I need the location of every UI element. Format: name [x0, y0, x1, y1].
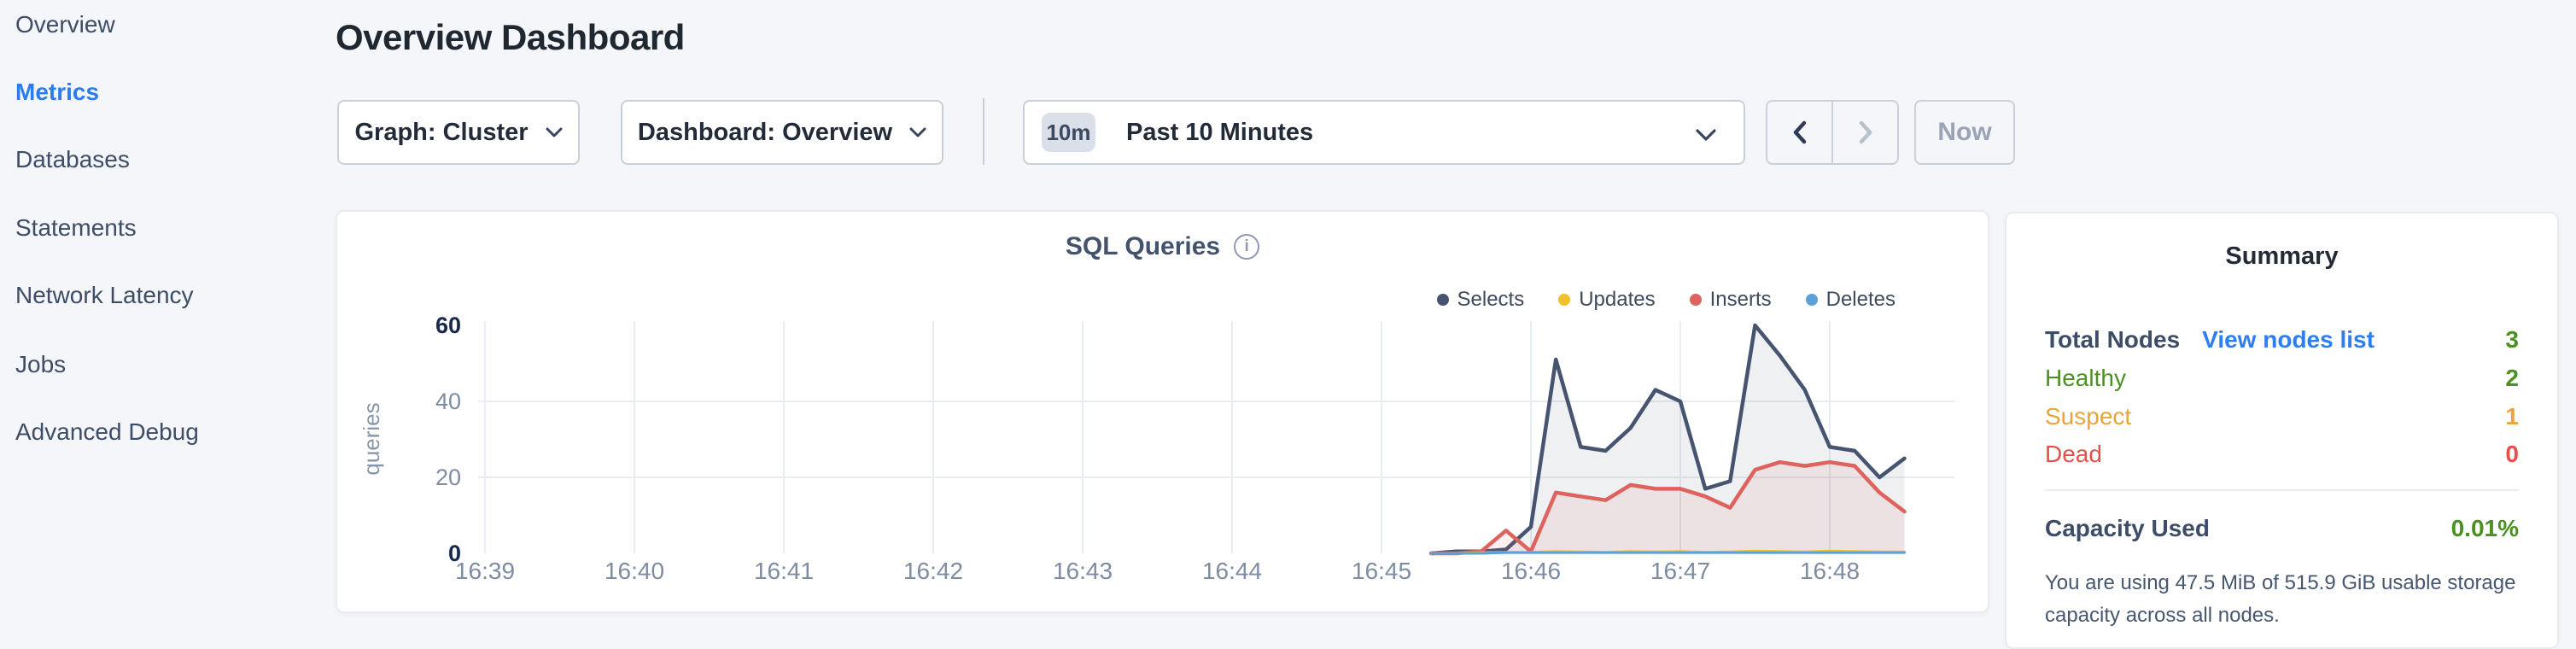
capacity-used-label: Capacity Used — [2045, 515, 2210, 541]
healthy-label: Healthy — [2045, 365, 2126, 391]
svg-text:40: 40 — [435, 389, 461, 414]
total-nodes-value: 3 — [2505, 326, 2519, 353]
summary-row-total-nodes: Total Nodes View nodes list 3 — [2045, 323, 2519, 357]
chevron-right-icon — [1859, 120, 1872, 144]
sql-queries-chart-card: 16:39 16:40 16:41 16:42 16:43 16:44 16:45 16:46… — [336, 210, 1989, 613]
svg-text:16:39: 16:39 — [455, 558, 515, 584]
sidebar-item-statements[interactable]: Statements — [15, 214, 137, 241]
summary-panel: Summary Total Nodes View nodes list 3 Hea… — [2005, 212, 2559, 649]
time-range-selector[interactable]: 10m Past 10 Minutes — [1023, 100, 1745, 165]
page-title: Overview Dashboard — [336, 17, 685, 57]
now-button[interactable]: Now — [1914, 100, 2015, 165]
legend-item-inserts: Inserts — [1689, 288, 1772, 312]
chart-legend: Selects Updates Inserts Deletes — [1436, 288, 1895, 312]
sidebar-item-advanced-debug[interactable]: Advanced Debug — [15, 418, 199, 445]
healthy-value: 2 — [2505, 365, 2519, 391]
summary-row-dead: Dead 0 — [2045, 437, 2519, 471]
sidebar-item-jobs[interactable]: Jobs — [15, 351, 67, 377]
legend-item-updates: Updates — [1558, 288, 1656, 312]
updates-series-dot — [1558, 294, 1571, 306]
inserts-series-dot — [1689, 294, 1702, 306]
dead-label: Dead — [2045, 441, 2102, 467]
time-pager — [1766, 100, 1899, 165]
legend-label: Selects — [1457, 288, 1525, 311]
graph-dropdown[interactable]: Graph: Cluster — [337, 100, 580, 165]
chevron-down-icon — [909, 127, 926, 137]
svg-text:16:44: 16:44 — [1202, 558, 1262, 584]
info-icon[interactable]: i — [1234, 234, 1260, 260]
svg-text:16:45: 16:45 — [1352, 558, 1411, 584]
svg-text:16:48: 16:48 — [1800, 558, 1860, 584]
sidebar-item-network-latency[interactable]: Network Latency — [15, 282, 194, 308]
sidebar-item-overview[interactable]: Overview — [15, 11, 115, 38]
legend-item-selects: Selects — [1436, 288, 1525, 312]
dead-value: 0 — [2505, 441, 2519, 467]
svg-text:queries: queries — [359, 402, 384, 475]
capacity-used-value: 0.01% — [2450, 515, 2519, 541]
svg-text:16:42: 16:42 — [903, 558, 963, 584]
suspect-value: 1 — [2505, 403, 2519, 430]
toolbar-divider — [983, 98, 984, 165]
svg-text:16:43: 16:43 — [1053, 558, 1113, 584]
prev-time-button[interactable] — [1767, 102, 1831, 163]
summary-title: Summary — [2225, 243, 2339, 270]
summary-row-healthy: Healthy 2 — [2045, 361, 2519, 395]
selects-series-dot — [1436, 294, 1449, 306]
chevron-down-icon — [546, 127, 563, 137]
dashboard-dropdown[interactable]: Dashboard: Overview — [621, 100, 943, 165]
summary-row-suspect: Suspect 1 — [2045, 400, 2519, 434]
sidebar-item-metrics[interactable]: Metrics — [15, 79, 100, 105]
chart-title-row: SQL Queries i — [337, 232, 1988, 261]
sql-queries-plot[interactable]: 16:39 16:40 16:41 16:42 16:43 16:44 16:45 16:46… — [336, 210, 1989, 613]
legend-label: Inserts — [1709, 288, 1772, 311]
chart-title: SQL Queries — [1065, 232, 1221, 260]
deletes-series-dot — [1805, 294, 1818, 306]
dashboard-dropdown-label: Dashboard: Overview — [637, 118, 893, 146]
legend-item-deletes: Deletes — [1805, 288, 1895, 312]
legend-label: Deletes — [1825, 288, 1895, 311]
capacity-description: You are using 47.5 MiB of 515.9 GiB usab… — [2045, 571, 2516, 627]
time-range-label: Past 10 Minutes — [1126, 118, 1314, 146]
total-nodes-label: Total Nodes — [2045, 326, 2181, 353]
summary-divider — [2045, 489, 2519, 491]
svg-text:16:40: 16:40 — [605, 558, 664, 584]
sidebar-item-databases[interactable]: Databases — [15, 146, 130, 172]
svg-text:16:47: 16:47 — [1650, 558, 1710, 584]
chevron-down-icon — [1696, 129, 1716, 141]
legend-label: Updates — [1579, 288, 1656, 311]
suspect-label: Suspect — [2045, 403, 2132, 430]
graph-dropdown-label: Graph: Cluster — [354, 118, 529, 146]
next-time-button[interactable] — [1831, 102, 1897, 163]
svg-text:0: 0 — [448, 541, 461, 566]
summary-row-capacity: Capacity Used 0.01% — [2045, 512, 2519, 546]
time-range-badge: 10m — [1042, 113, 1095, 152]
chevron-left-icon — [1793, 120, 1806, 144]
svg-text:16:46: 16:46 — [1501, 558, 1561, 584]
sidebar: Overview Metrics Databases Statements Ne… — [0, 0, 303, 623]
svg-text:60: 60 — [435, 313, 461, 338]
svg-text:16:41: 16:41 — [754, 558, 814, 584]
view-nodes-list-link[interactable]: View nodes list — [2202, 326, 2374, 353]
svg-text:20: 20 — [435, 465, 461, 490]
